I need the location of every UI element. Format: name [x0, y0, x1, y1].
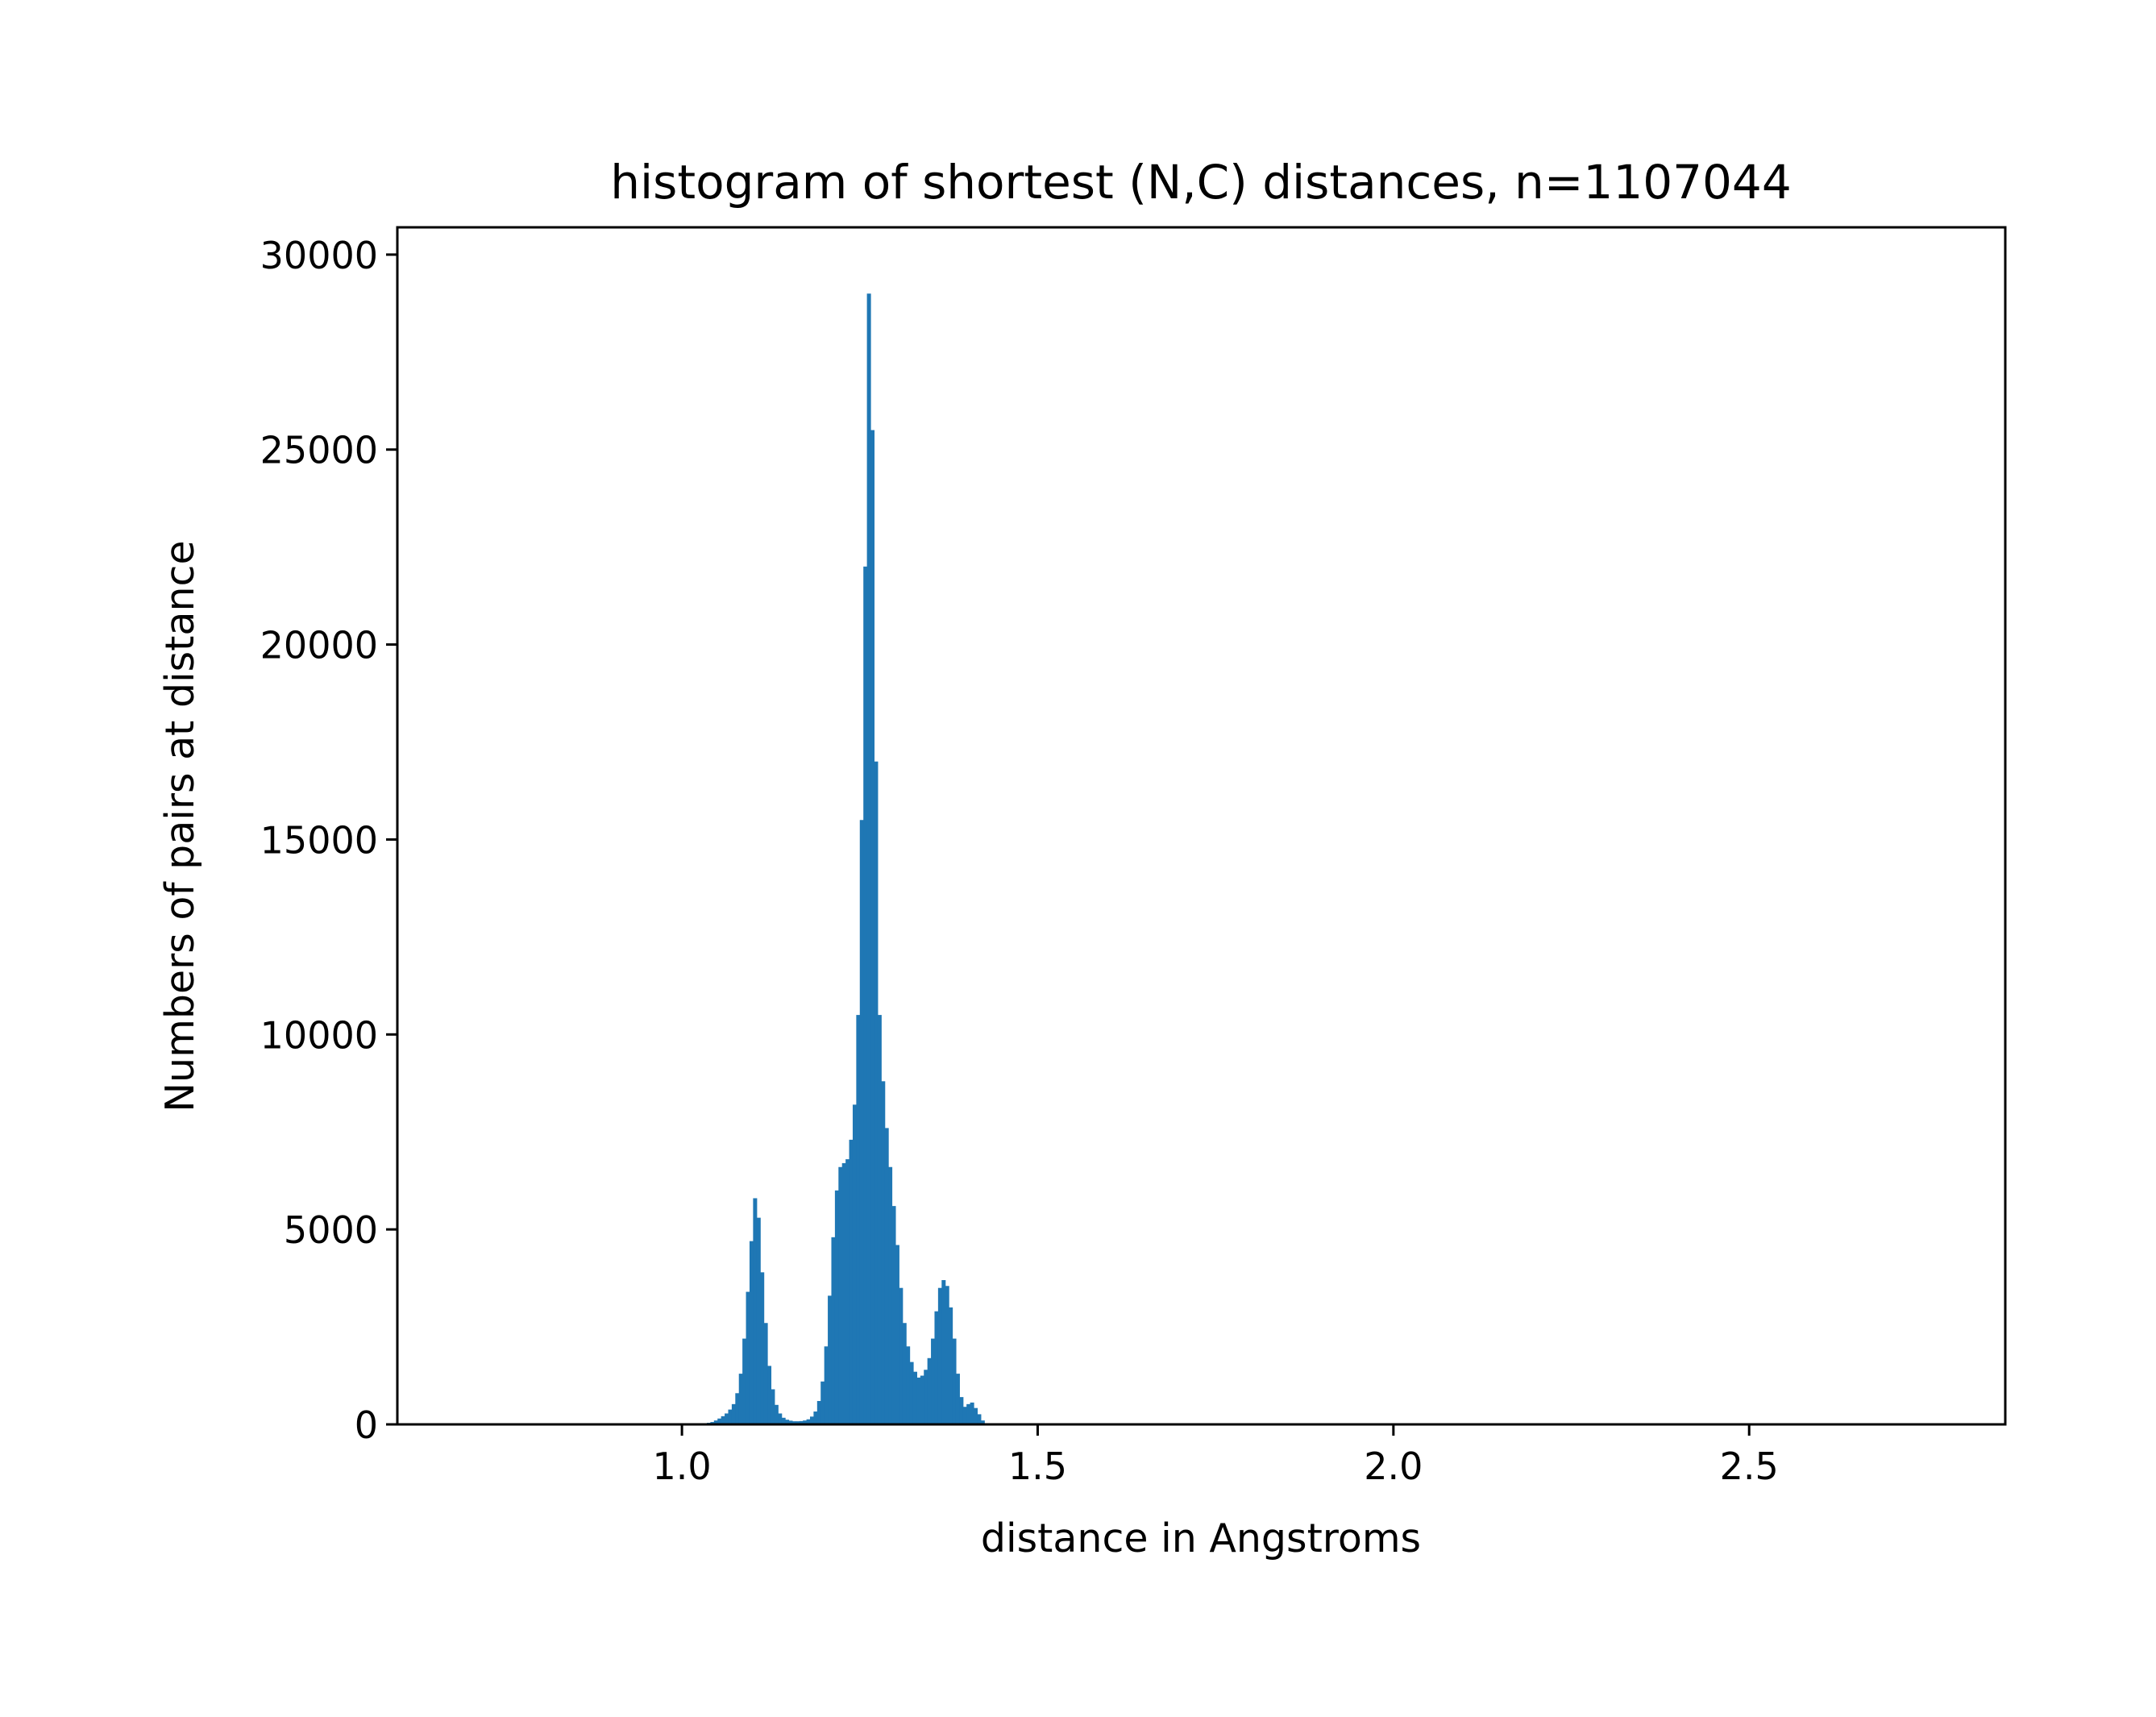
y-axis-ticks: 0 5000 10000 15000 20000 25000 30000	[260, 234, 397, 1447]
histogram-bar	[912, 1371, 917, 1424]
histogram-bar	[781, 1417, 786, 1424]
histogram-bars	[703, 293, 985, 1425]
histogram-bar	[767, 1366, 772, 1424]
histogram-bar	[834, 1190, 839, 1424]
histogram-bar	[738, 1374, 743, 1424]
histogram-bar	[756, 1217, 761, 1424]
histogram-bar	[774, 1404, 779, 1424]
histogram-bar	[977, 1414, 982, 1424]
histogram-bar	[937, 1287, 942, 1424]
histogram-bar	[725, 1413, 729, 1424]
histogram-bar	[713, 1420, 718, 1424]
histogram-bar	[877, 1015, 882, 1424]
histogram-bar	[728, 1409, 733, 1424]
histogram-bar	[838, 1166, 843, 1424]
histogram-bar	[820, 1381, 825, 1424]
histogram-bar	[828, 1295, 833, 1424]
histogram-bar	[934, 1311, 939, 1424]
histogram-bar	[803, 1420, 808, 1424]
histogram-bar	[955, 1374, 960, 1424]
histogram-bar	[899, 1287, 904, 1424]
histogram-bar	[962, 1407, 967, 1424]
histogram-bar	[916, 1377, 921, 1424]
histogram-bar	[791, 1421, 796, 1424]
histogram-bar	[796, 1421, 800, 1424]
histogram-bar	[778, 1413, 783, 1424]
histogram-bar	[816, 1400, 821, 1424]
histogram-bar	[721, 1416, 725, 1424]
histogram-bar	[799, 1420, 804, 1424]
y-tick-label: 5000	[284, 1208, 378, 1252]
histogram-bar	[824, 1346, 829, 1424]
histogram-bar	[742, 1338, 747, 1424]
histogram-bar	[884, 1128, 889, 1424]
histogram-bar	[856, 1015, 861, 1424]
y-tick-label: 30000	[260, 234, 378, 277]
histogram-bar	[906, 1346, 911, 1424]
histogram-bar	[895, 1245, 899, 1424]
histogram-bar	[863, 566, 868, 1424]
histogram-bar	[717, 1418, 722, 1424]
histogram-bar	[931, 1338, 936, 1424]
histogram-bar	[785, 1420, 790, 1424]
histogram-bar	[731, 1403, 736, 1424]
histogram-bar	[771, 1389, 775, 1424]
chart-title: histogram of shortest (N,C) distances, n…	[610, 155, 1791, 210]
histogram-bar	[735, 1393, 740, 1424]
histogram-bar	[859, 820, 864, 1424]
histogram-bar	[888, 1166, 893, 1424]
histogram-bar	[813, 1411, 818, 1424]
histogram-bar	[941, 1280, 946, 1424]
x-tick-label: 2.0	[1364, 1445, 1423, 1488]
histogram-bar	[874, 761, 879, 1424]
histogram-bar	[949, 1307, 953, 1424]
histogram-bar	[952, 1338, 957, 1424]
histogram-bar	[966, 1403, 971, 1424]
histogram-bar	[849, 1139, 854, 1424]
x-axis-ticks: 1.0 1.5 2.0 2.5	[653, 1424, 1779, 1488]
histogram-bar	[959, 1397, 964, 1424]
x-axis-label: distance in Angstroms	[981, 1515, 1421, 1561]
x-tick-label: 1.5	[1008, 1445, 1067, 1488]
histogram-bar	[809, 1416, 814, 1424]
histogram-bar	[924, 1370, 928, 1424]
histogram-bar	[866, 293, 871, 1425]
x-tick-label: 2.5	[1720, 1445, 1779, 1488]
histogram-bar	[806, 1419, 811, 1424]
histogram-bar	[891, 1206, 896, 1424]
histogram-bar	[841, 1162, 846, 1424]
histogram-bar	[788, 1420, 793, 1424]
y-tick-label: 0	[355, 1403, 378, 1447]
y-tick-label: 25000	[260, 429, 378, 472]
plot-frame	[396, 226, 2007, 1426]
histogram-bar	[909, 1362, 914, 1424]
histogram-bar	[831, 1237, 836, 1424]
histogram-bar	[763, 1323, 768, 1424]
histogram-bar	[760, 1272, 765, 1424]
histogram-bar	[920, 1375, 924, 1424]
y-tick-label: 15000	[260, 818, 378, 862]
y-tick-label: 10000	[260, 1013, 378, 1057]
y-tick-label: 20000	[260, 624, 378, 667]
histogram-bar	[749, 1241, 754, 1424]
histogram-bar	[927, 1357, 932, 1424]
y-axis-label: Numbers of pairs at distance	[157, 540, 203, 1112]
histogram-bar	[945, 1286, 949, 1424]
histogram-bar	[980, 1420, 985, 1424]
x-tick-label: 1.0	[653, 1445, 712, 1488]
histogram-bar	[746, 1291, 750, 1424]
histogram-bar	[870, 430, 875, 1424]
histogram-bar	[852, 1104, 857, 1424]
histogram-bar	[970, 1402, 974, 1424]
histogram-bar	[902, 1323, 907, 1424]
histogram-bar	[753, 1198, 758, 1424]
histogram-bar	[881, 1081, 886, 1424]
histogram-bar	[974, 1407, 978, 1424]
histogram-bar	[845, 1159, 850, 1424]
